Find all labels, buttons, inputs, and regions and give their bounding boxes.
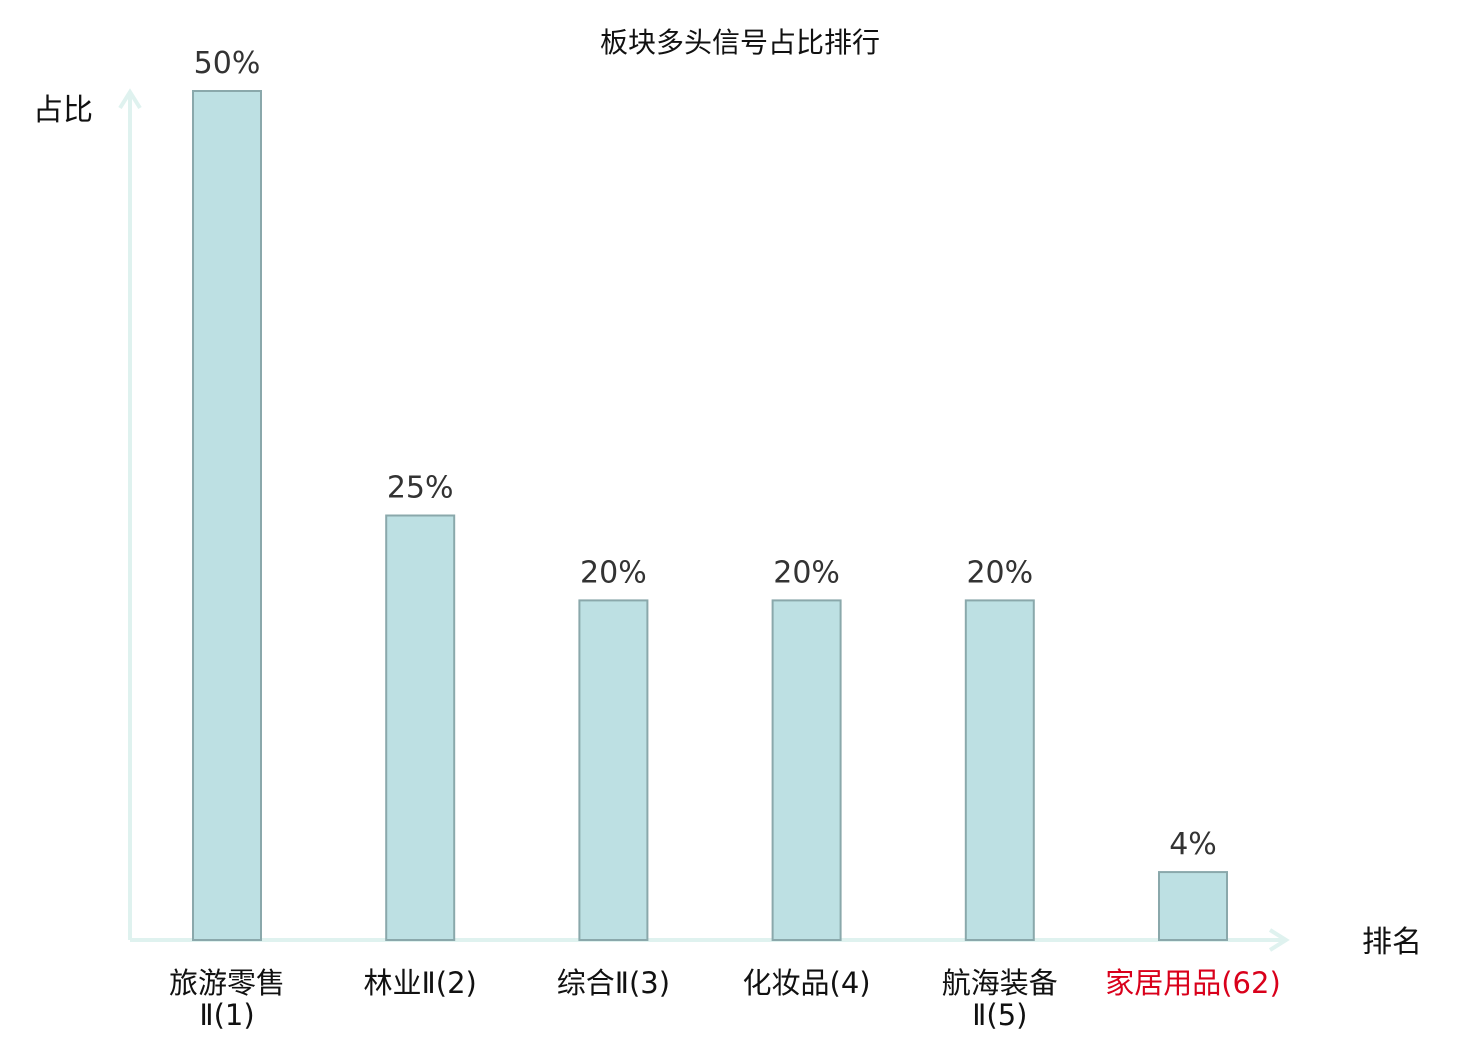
value-label-3: 20%	[580, 555, 647, 590]
chart-title: 板块多头信号占比排行	[600, 26, 880, 59]
category-label-3: 综合Ⅱ(3)	[557, 966, 670, 1000]
y-axis-label: 占比	[33, 93, 93, 128]
bar-4	[771, 599, 842, 942]
bar-5	[964, 599, 1035, 942]
category-label-5-line-1: 航海装备	[942, 966, 1058, 1000]
category-label-1-line-2: Ⅱ(1)	[199, 998, 254, 1032]
bar-2	[385, 514, 456, 941]
x-axis-arrow	[1268, 928, 1290, 952]
bar-3	[578, 599, 649, 942]
bar-1	[192, 90, 262, 941]
y-axis-arrow	[118, 88, 142, 110]
category-label-4: 化妆品(4)	[743, 966, 871, 1000]
category-label-6: 家居用品(62)	[1105, 966, 1281, 1000]
value-label-6: 4%	[1169, 827, 1217, 862]
x-axis-label: 排名	[1362, 925, 1422, 960]
value-label-5: 20%	[966, 555, 1033, 590]
category-label-2: 林业Ⅱ(2)	[364, 966, 477, 1000]
value-label-2: 25%	[387, 471, 454, 506]
category-label-5-line-2: Ⅱ(5)	[972, 998, 1027, 1032]
category-label-1-line-1: 旅游零售	[169, 966, 285, 1000]
value-label-4: 20%	[773, 555, 840, 590]
bar-6	[1158, 871, 1228, 942]
value-label-1: 50%	[194, 46, 261, 81]
